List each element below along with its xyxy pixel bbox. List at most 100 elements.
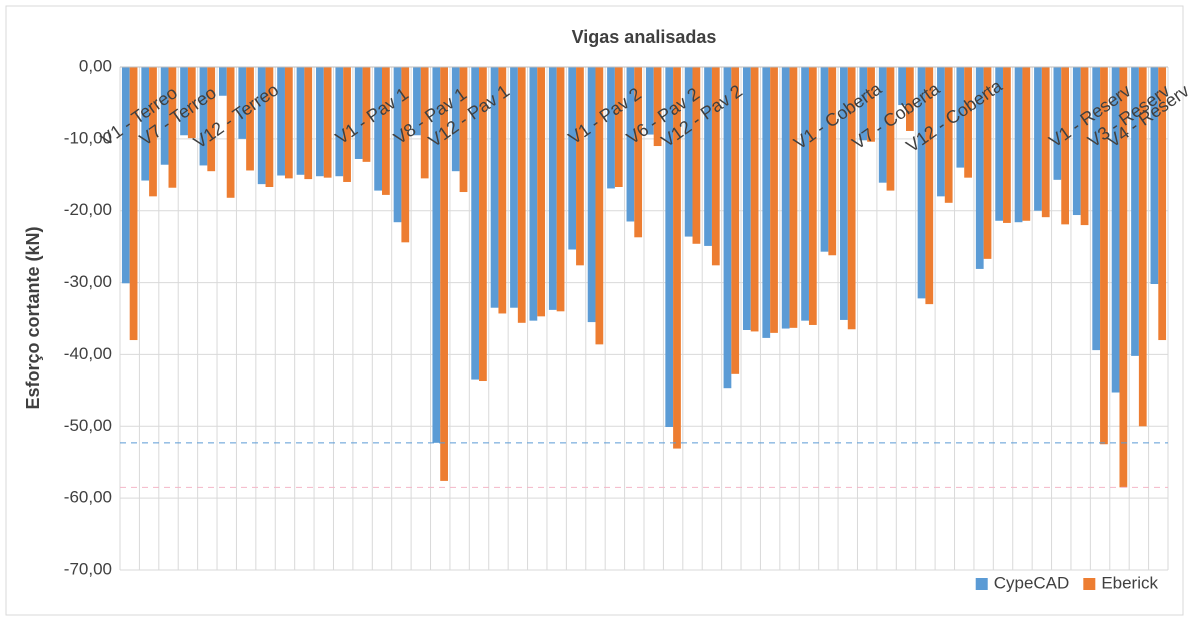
bar — [653, 67, 662, 147]
bar — [645, 67, 654, 135]
bar — [878, 67, 887, 183]
bar — [723, 67, 732, 389]
bar — [537, 67, 546, 317]
bar — [362, 67, 371, 162]
bar — [840, 67, 848, 320]
bar — [634, 67, 643, 238]
bar — [1034, 67, 1042, 211]
bar — [1111, 67, 1120, 393]
bar — [1072, 67, 1081, 216]
bar — [731, 67, 740, 374]
bar — [180, 67, 188, 136]
bar — [587, 67, 596, 323]
bar — [374, 67, 382, 191]
bar — [284, 67, 293, 179]
bar — [828, 67, 837, 256]
bar — [265, 67, 274, 188]
legend-swatch — [975, 578, 988, 590]
bar — [498, 67, 507, 314]
bar — [711, 67, 720, 266]
bar — [207, 67, 216, 172]
bar — [975, 67, 984, 269]
y-tick-label: -60,00 — [64, 488, 112, 507]
bar — [917, 67, 926, 299]
bar — [490, 67, 499, 308]
bar — [218, 67, 227, 96]
bar — [607, 67, 615, 189]
bar — [1003, 67, 1011, 223]
bar — [576, 67, 584, 266]
bar — [1100, 67, 1108, 445]
bar — [277, 67, 285, 176]
bar — [149, 67, 157, 197]
bar — [673, 67, 681, 449]
bar — [1022, 67, 1031, 221]
bar — [925, 67, 934, 305]
bar — [257, 67, 266, 185]
bar — [1014, 67, 1023, 223]
y-tick-label: -30,00 — [64, 272, 112, 291]
bar — [1092, 67, 1101, 351]
bar — [808, 67, 817, 325]
bar — [401, 67, 410, 243]
bar — [420, 67, 429, 179]
bar — [187, 67, 196, 139]
bar — [1119, 67, 1128, 488]
bar — [316, 67, 324, 177]
bar — [1061, 67, 1070, 225]
bar — [168, 67, 177, 188]
bar — [304, 67, 313, 180]
bar — [750, 67, 759, 332]
legend-swatch — [1083, 578, 1096, 590]
bar — [141, 67, 150, 181]
bar — [1150, 67, 1159, 285]
y-tick-label: -40,00 — [64, 344, 112, 363]
chart-title: Vigas analisadas — [572, 27, 717, 47]
bar — [956, 67, 965, 168]
bar — [898, 67, 906, 106]
bar — [459, 67, 468, 193]
bar — [296, 67, 305, 175]
bar — [382, 67, 390, 195]
legend-label: CypeCAD — [994, 573, 1070, 592]
bar — [770, 67, 778, 333]
bar — [614, 67, 623, 188]
bar — [781, 67, 790, 329]
bar — [238, 67, 247, 139]
bar — [343, 67, 351, 182]
bar — [1041, 67, 1050, 218]
bar — [440, 67, 448, 481]
bar — [199, 67, 208, 166]
bar — [121, 67, 130, 284]
bar — [479, 67, 487, 382]
bar — [847, 67, 856, 330]
bar — [548, 67, 557, 310]
bar — [246, 67, 254, 171]
bar — [595, 67, 604, 345]
bar — [1053, 67, 1062, 180]
bar — [517, 67, 526, 323]
bar — [160, 67, 169, 165]
bar — [1138, 67, 1147, 427]
bar — [226, 67, 235, 198]
y-tick-label: 0,00 — [79, 56, 112, 75]
bar — [626, 67, 635, 222]
bar — [451, 67, 460, 172]
bar — [413, 67, 421, 136]
y-tick-label: -20,00 — [64, 200, 112, 219]
bar — [1158, 67, 1167, 341]
bar — [886, 67, 895, 191]
bar — [964, 67, 972, 178]
y-tick-label: -10,00 — [64, 128, 112, 147]
bar — [393, 67, 402, 223]
bar — [820, 67, 829, 252]
bar — [801, 67, 809, 321]
legend-label: Eberick — [1101, 573, 1158, 592]
bar — [323, 67, 332, 178]
bar — [335, 67, 344, 177]
bar — [906, 67, 914, 131]
y-axis-title: Esforço cortante (kN) — [23, 226, 43, 409]
bar — [704, 67, 712, 246]
